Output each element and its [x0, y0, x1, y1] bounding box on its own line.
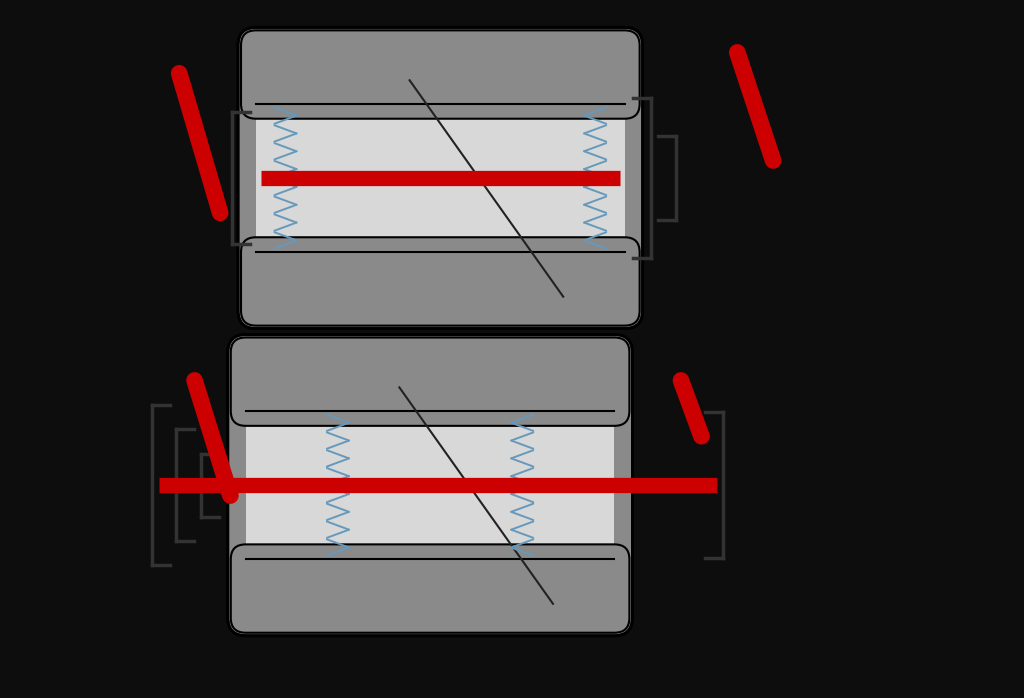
FancyBboxPatch shape — [241, 237, 640, 325]
Bar — [256, 104, 625, 252]
FancyBboxPatch shape — [227, 334, 633, 636]
FancyBboxPatch shape — [230, 338, 630, 426]
FancyBboxPatch shape — [230, 544, 630, 632]
FancyBboxPatch shape — [238, 27, 643, 329]
FancyBboxPatch shape — [241, 31, 640, 119]
Bar — [246, 411, 614, 559]
